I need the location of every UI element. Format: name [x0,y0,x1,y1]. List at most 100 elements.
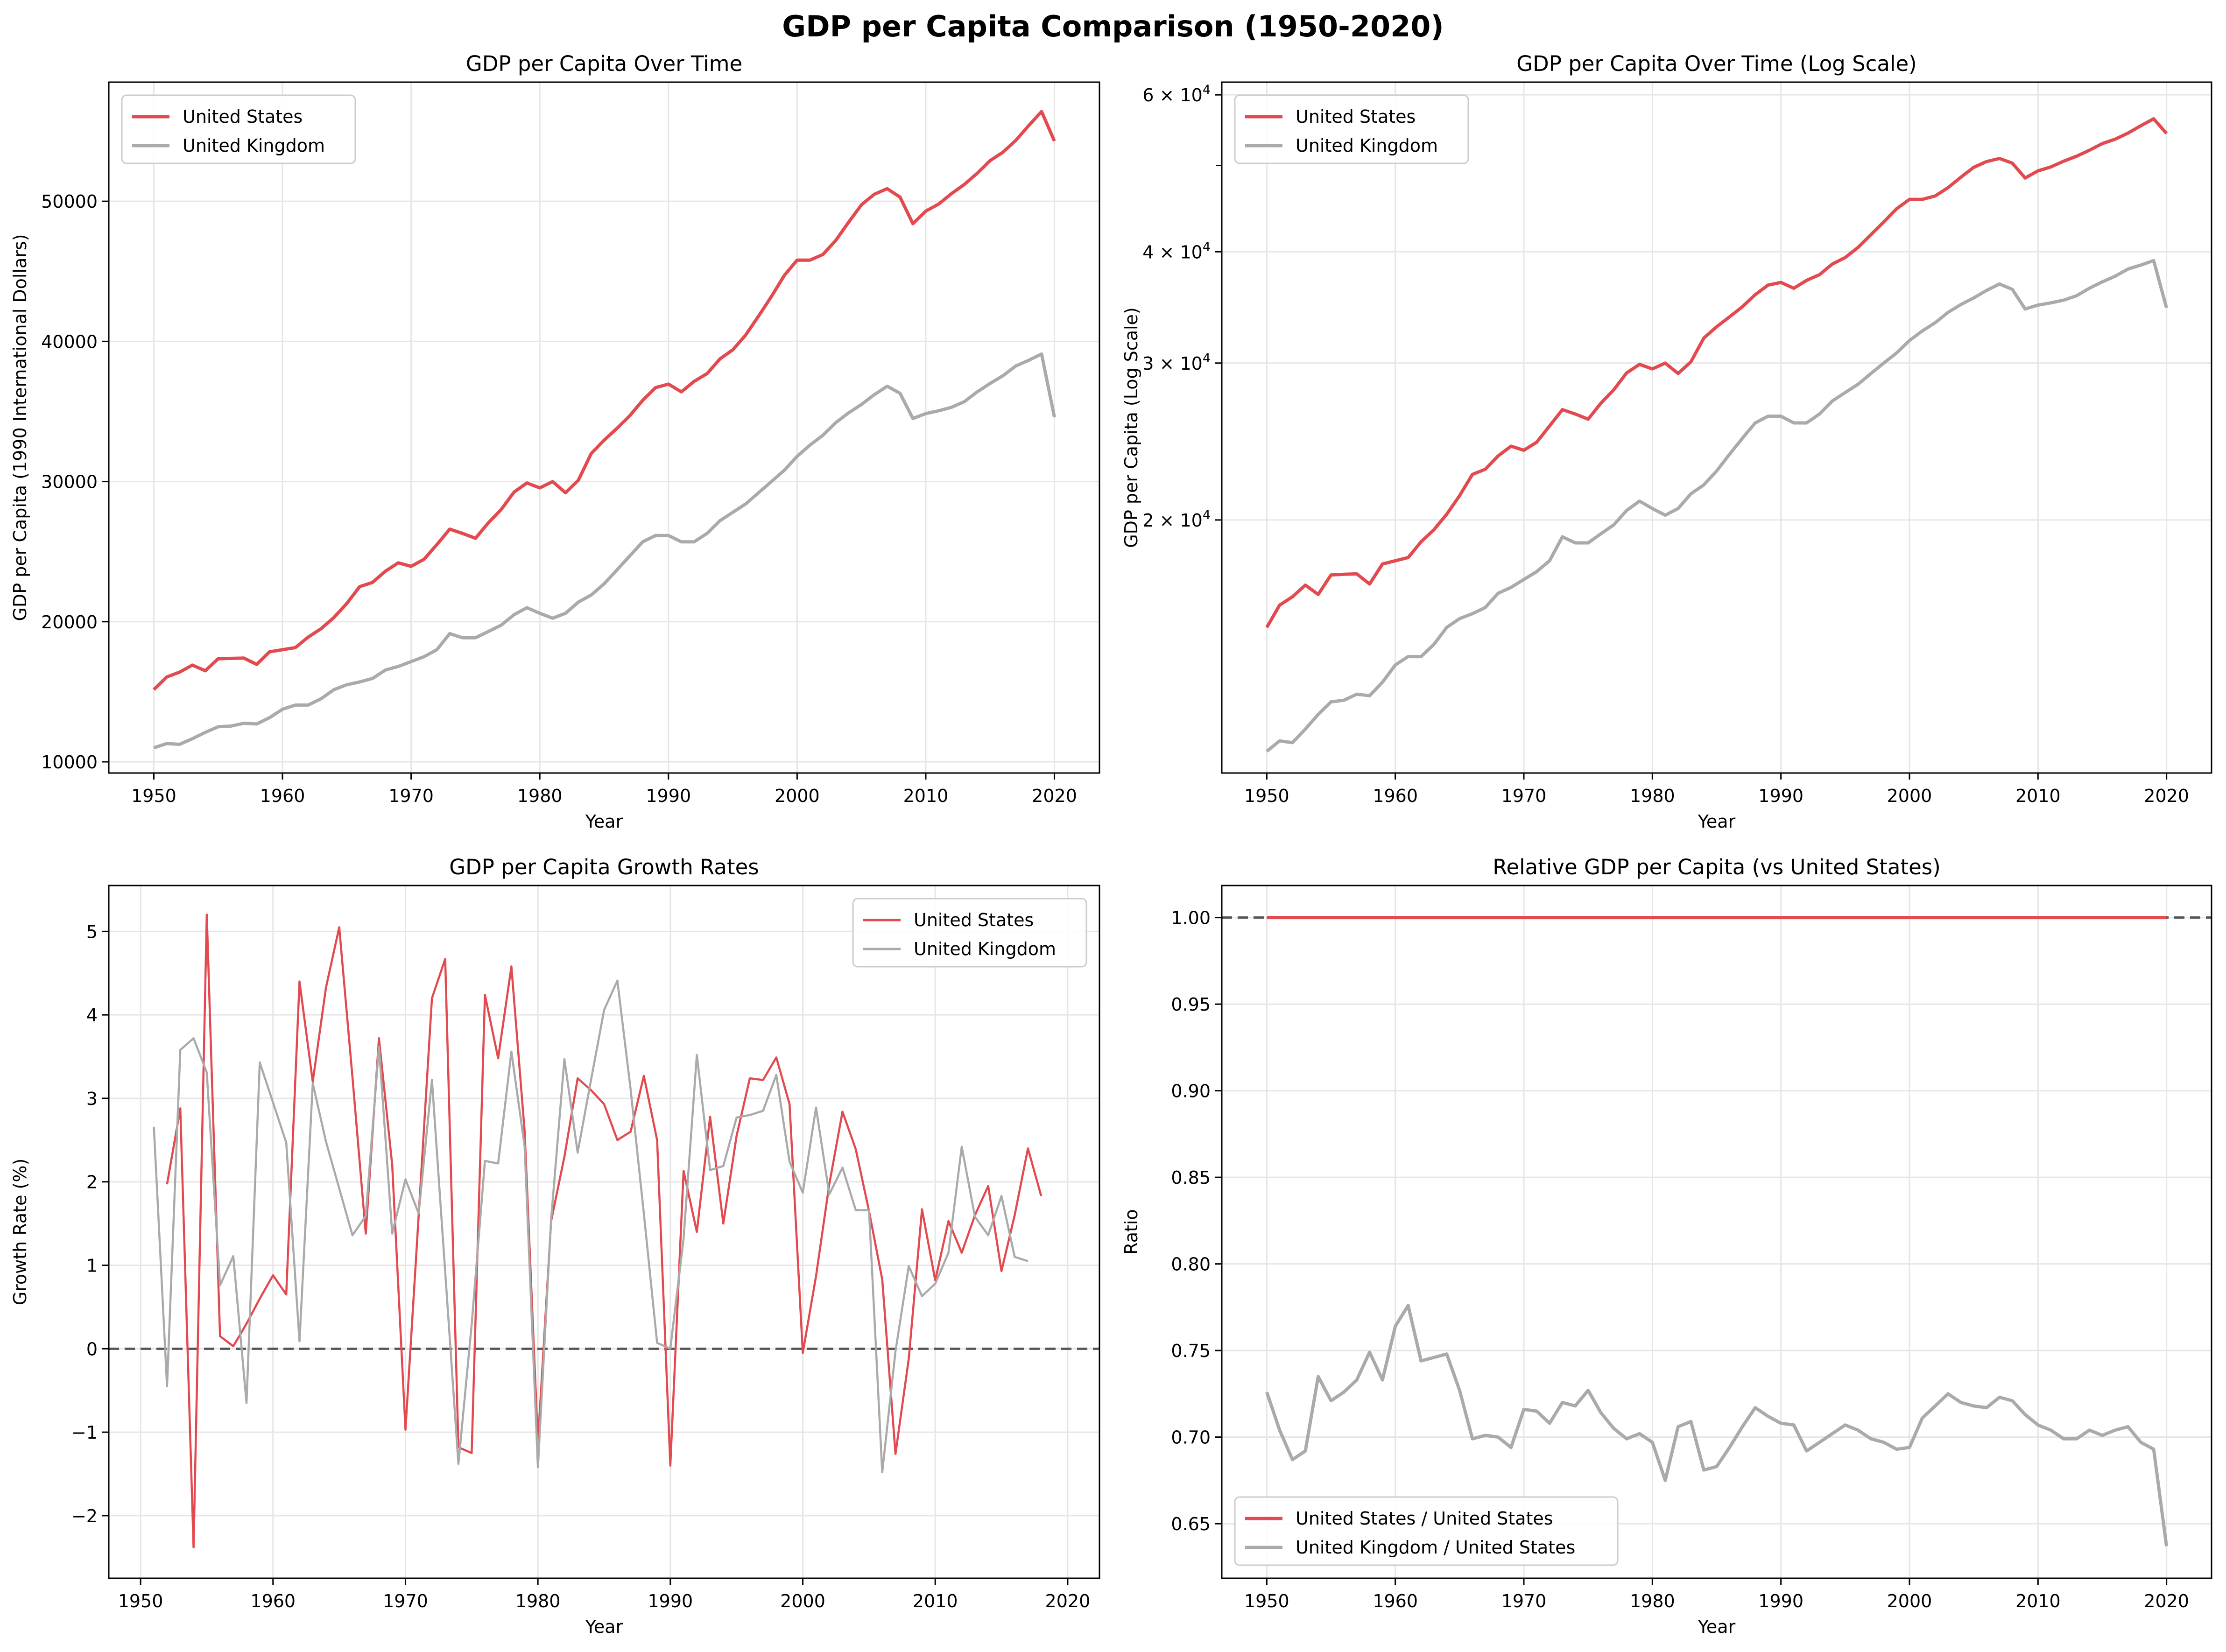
y-tick-label: 20000 [41,612,98,633]
chart-panel-4: 1950 1960 1970 1980 1990 2000 2010 2020 0.65 0.70… [1121,855,2212,1637]
y-tick-label: 3 [86,1089,98,1109]
x-tick-label: 2020 [2144,786,2189,806]
y-tick-label: 6 × 104 [1142,83,1211,105]
x-tick-label: 1990 [646,786,691,806]
legend-label: United States [1296,106,1416,127]
x-tick-label: 1990 [648,1591,693,1611]
y-tick-label: −1 [71,1422,98,1443]
x-tick-label: 1980 [515,1591,561,1611]
y-axis-label: GDP per Capita (Log Scale) [1121,307,1141,548]
x-tick-label: 1970 [383,1591,428,1611]
y-tick-label: 50000 [41,191,98,212]
y-tick-label: 5 [86,921,98,942]
x-tick-label: 1960 [1373,1591,1418,1611]
y-tick-label: 0 [86,1339,98,1359]
legend-label: United States [914,910,1034,930]
y-axis-label: Growth Rate (%) [10,1159,30,1306]
x-tick-label: 1960 [250,1591,296,1611]
x-axis-label: Year [585,1617,623,1637]
x-tick-label: 1950 [1244,786,1289,806]
x-tick-label: 2000 [1887,786,1932,806]
x-tick-label: 2000 [1887,1591,1932,1611]
x-tick-label: 1960 [260,786,305,806]
y-tick-label: 0.75 [1171,1341,1211,1361]
chart-panel-1: 1950 1960 1970 1980 1990 2000 2010 2020 10000 200… [10,51,1100,832]
series-line-1 [1265,117,2168,628]
y-tick-label: 4 [86,1005,98,1026]
legend: United States / United States United King… [1234,1496,1619,1566]
x-tick-label: 2010 [2015,786,2061,806]
y-tick-label: 1.00 [1171,908,1211,928]
chart-title: GDP per Capita Over Time [466,51,742,76]
y-tick-label: 0.80 [1171,1254,1211,1275]
y-tick-label: 10000 [41,752,98,773]
x-tick-label: 1950 [1244,1591,1289,1611]
chart-title: Relative GDP per Capita (vs United State… [1493,855,1941,879]
y-tick-label: 30000 [41,472,98,492]
series-line-2 [1266,259,2168,753]
legend-box [852,898,1087,968]
legend-label: United States / United States [1296,1508,1553,1529]
x-tick-label: 1980 [1630,786,1675,806]
chart-panel-3: 1950 1960 1970 1980 1990 2000 2010 2020 −2 −1 0 1 2 3… [10,855,1100,1637]
y-tick-label: 4 × 104 [1142,239,1211,262]
x-tick-label: 1980 [517,786,563,806]
series-line-1 [153,110,1056,691]
y-tick-label: 0.95 [1171,994,1211,1015]
x-tick-label: 1970 [1501,1591,1547,1611]
x-tick-label: 2020 [1045,1591,1091,1611]
x-tick-label: 2010 [903,786,949,806]
chart-title: GDP per Capita Growth Rates [449,855,759,879]
legend: United States United Kingdom [852,898,1087,968]
legend-label: United Kingdom [183,135,325,156]
x-tick-label: 2000 [775,786,820,806]
series-line-2 [153,352,1056,750]
legend-box [121,94,356,164]
y-tick-label: 40000 [41,331,98,352]
legend-label: United Kingdom / United States [1296,1537,1575,1558]
x-tick-label: 1980 [1630,1591,1675,1611]
x-axis-label: Year [1698,811,1736,832]
legend: United States United Kingdom [1234,94,1469,164]
y-tick-label: 1 [86,1256,98,1276]
y-tick-label: −2 [71,1506,98,1526]
y-tick-label: 3 × 104 [1142,351,1211,374]
legend-label: United States [183,106,303,127]
legend-box [1234,94,1469,164]
legend-label: United Kingdom [914,939,1056,959]
x-tick-label: 2010 [913,1591,958,1611]
axes-frame [108,81,1100,774]
axes-frame [108,885,1100,1579]
x-tick-label: 2020 [1032,786,1077,806]
y-tick-label: 0.70 [1171,1427,1211,1448]
x-tick-label: 2000 [780,1591,825,1611]
x-axis-label: Year [1698,1617,1736,1637]
x-axis-label: Year [585,811,623,832]
x-tick-label: 1990 [1758,786,1803,806]
legend-box [1234,1496,1619,1566]
x-tick-label: 1950 [118,1591,163,1611]
axes-frame [1221,885,2212,1579]
y-tick-label: 0.65 [1171,1514,1211,1534]
x-tick-label: 1960 [1373,786,1418,806]
series-line-2 [153,979,1028,1474]
y-tick-label: 0.85 [1171,1167,1211,1188]
y-tick-label: 0.90 [1171,1081,1211,1102]
chart-title: GDP per Capita Over Time (Log Scale) [1516,51,1916,76]
axes-frame [1221,81,2212,774]
series-line-2 [1265,1304,2169,1547]
y-axis-label: GDP per Capita (1990 International Dolla… [10,234,30,621]
x-tick-label: 1970 [388,786,434,806]
chart-panel-2: 1950 1960 1970 1980 1990 2000 2010 2020 2 × 104 3… [1121,51,2212,832]
series-line-1 [166,914,1043,1549]
x-tick-label: 2010 [2015,1591,2061,1611]
x-tick-label: 2020 [2144,1591,2189,1611]
legend: United States United Kingdom [121,94,356,164]
figure-suptitle: GDP per Capita Comparison (1950-2020) [782,9,1444,43]
x-tick-label: 1970 [1501,786,1547,806]
y-axis-label: Ratio [1121,1209,1141,1255]
legend-label: United Kingdom [1296,135,1438,156]
x-tick-label: 1950 [131,786,176,806]
x-tick-label: 1990 [1758,1591,1803,1611]
